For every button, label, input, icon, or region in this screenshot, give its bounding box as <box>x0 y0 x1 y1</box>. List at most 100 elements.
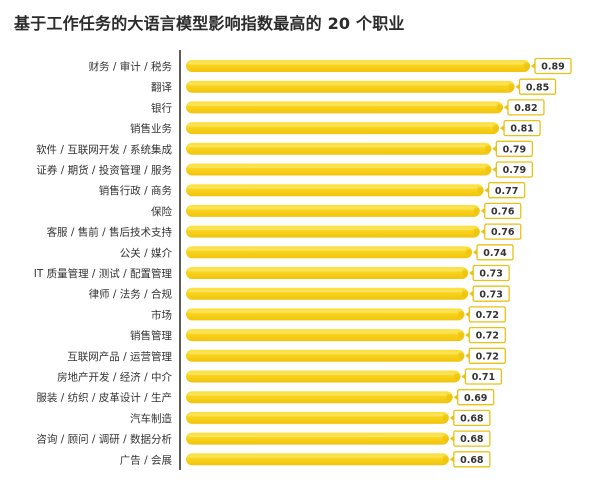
category-label: 保险 <box>151 205 172 218</box>
bar-end-cap <box>496 104 504 111</box>
bar-highlight <box>188 289 463 293</box>
bar <box>186 184 484 197</box>
bar <box>186 287 469 300</box>
category-label: 销售行政 / 商务 <box>99 184 173 197</box>
chart-title: 基于工作任务的大语言模型影响指数最高的 20 个职业 <box>14 14 405 33</box>
bar-highlight <box>188 455 443 458</box>
category-label: 证券 / 期货 / 投资管理 / 服务 <box>36 164 172 177</box>
bar-end-cap <box>442 456 450 463</box>
value-label-pointer <box>473 249 478 256</box>
category-label: 销售管理 <box>130 329 172 342</box>
bar <box>186 411 449 424</box>
bar <box>186 453 449 466</box>
category-label: 财务 / 审计 / 税务 <box>89 60 173 73</box>
category-label: 软件 / 互联网开发 / 系统集成 <box>36 143 172 156</box>
value-label: 0.72 <box>476 331 499 342</box>
bar-highlight <box>188 269 463 272</box>
bar <box>186 246 473 259</box>
bar-end-cap <box>485 166 492 173</box>
bar-end-cap <box>473 207 480 215</box>
bar-highlight <box>188 82 509 86</box>
category-label: IT 质量管理 / 测试 / 配置管理 <box>34 267 173 280</box>
category-label: 汽车制造 <box>130 412 172 425</box>
bar <box>186 101 503 114</box>
bar-end-cap <box>473 228 480 235</box>
bar-end-cap <box>458 311 465 318</box>
bar-highlight <box>188 144 486 148</box>
bar-highlight <box>188 186 478 189</box>
value-label-pointer <box>515 83 520 90</box>
value-label-pointer <box>469 290 474 297</box>
category-label: 银行 <box>151 101 172 114</box>
bar-end-cap <box>485 145 492 152</box>
category-label: 律师 / 法务 / 合规 <box>89 288 173 301</box>
value-label-pointer <box>503 104 508 111</box>
value-label-pointer <box>531 63 535 69</box>
bar <box>186 225 480 238</box>
value-label: 0.79 <box>503 165 526 176</box>
value-label: 0.81 <box>510 124 533 135</box>
value-label-pointer <box>469 270 474 276</box>
bar-end-cap <box>523 62 531 70</box>
value-label-pointer <box>449 435 454 442</box>
bar <box>186 267 469 279</box>
bar-end-cap <box>442 414 450 422</box>
value-label-pointer <box>492 145 497 152</box>
category-label: 销售业务 <box>130 122 172 135</box>
bar-highlight <box>188 434 443 438</box>
value-label: 0.73 <box>479 289 502 300</box>
category-label: 广告 / 会展 <box>120 453 173 466</box>
bar <box>186 142 492 155</box>
bar-end-cap <box>477 187 484 194</box>
value-label-pointer <box>465 332 470 339</box>
value-label-pointer <box>465 352 470 359</box>
bar-highlight <box>188 331 459 334</box>
value-label: 0.69 <box>464 393 487 404</box>
bar-end-cap <box>461 269 469 277</box>
bar-end-cap <box>508 83 515 90</box>
bars-layer: 财务 / 审计 / 税务 0.89 翻译 0.85 银行 0.82 销售业务 0.81 软件 /… <box>34 57 572 468</box>
bar <box>186 349 465 362</box>
category-label: 公关 / 媒介 <box>120 246 173 259</box>
bar <box>186 60 530 72</box>
bar <box>186 329 465 342</box>
bar <box>186 80 515 93</box>
bar <box>186 391 453 404</box>
value-label-pointer <box>449 414 454 421</box>
bar-highlight <box>188 124 494 127</box>
bar-end-cap <box>458 352 465 359</box>
category-label: 翻译 <box>151 81 172 94</box>
value-label-pointer <box>480 207 485 214</box>
value-label: 0.85 <box>526 82 549 93</box>
value-label: 0.79 <box>503 144 526 155</box>
value-label-pointer <box>480 228 485 235</box>
bar <box>186 204 480 217</box>
bar <box>186 308 465 321</box>
value-label-pointer <box>484 187 489 194</box>
value-label-pointer <box>461 373 466 380</box>
bar-highlight <box>188 62 524 65</box>
bar-end-cap <box>442 435 450 442</box>
value-label: 0.76 <box>491 207 515 218</box>
bar <box>186 122 500 135</box>
bar <box>186 432 449 445</box>
bar-highlight <box>188 393 447 396</box>
bar-highlight <box>188 165 486 168</box>
bar-highlight <box>188 372 455 375</box>
value-label: 0.68 <box>460 455 484 466</box>
value-label: 0.89 <box>541 62 564 73</box>
category-label: 客服 / 售前 / 售后技术支持 <box>47 226 173 239</box>
bar-highlight <box>188 103 497 106</box>
bar-end-cap <box>461 290 469 297</box>
bar-end-cap <box>446 394 453 401</box>
category-label: 咨询 / 顾问 / 调研 / 数据分析 <box>36 433 172 446</box>
value-label: 0.72 <box>476 310 499 321</box>
bar-highlight <box>188 310 459 313</box>
value-label-pointer <box>449 456 454 463</box>
bar-highlight <box>188 413 443 417</box>
bar-highlight <box>188 351 459 355</box>
category-label: 房地产开发 / 经济 / 中介 <box>57 371 172 384</box>
category-label: 市场 <box>151 308 172 321</box>
value-label: 0.82 <box>514 103 537 114</box>
